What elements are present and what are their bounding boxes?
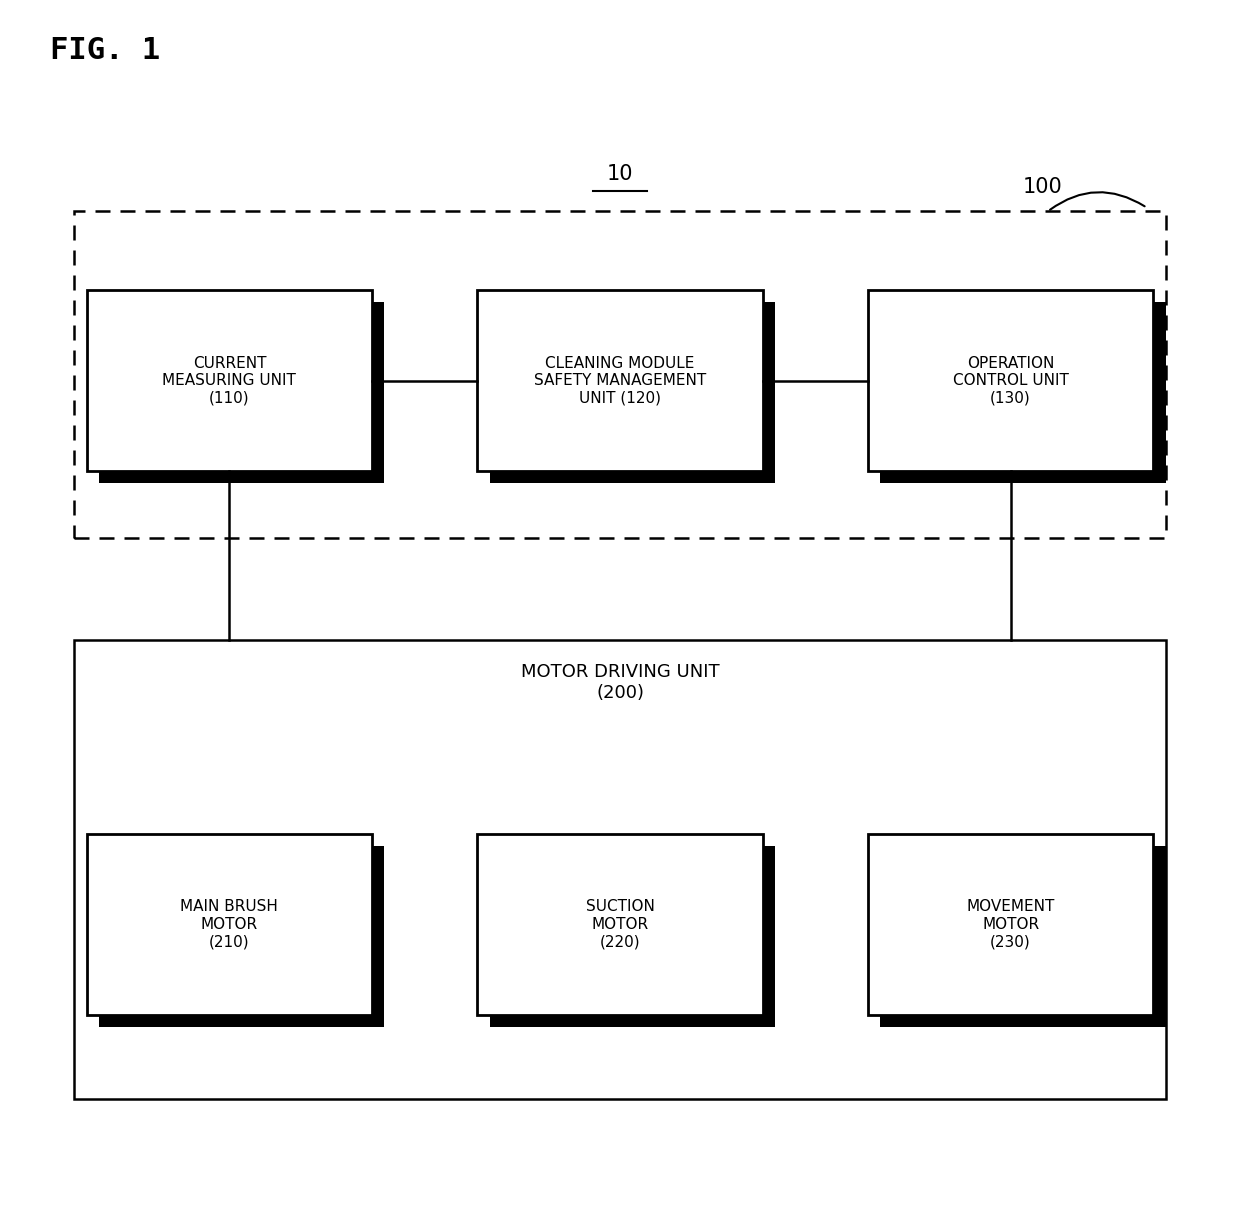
Bar	[99, 846, 384, 1027]
Bar	[868, 834, 1153, 1015]
FancyArrowPatch shape	[1050, 192, 1145, 210]
Bar	[490, 302, 775, 483]
Text: 10: 10	[606, 163, 634, 184]
Bar	[880, 846, 1166, 1027]
Text: MAIN BRUSH
MOTOR
(210): MAIN BRUSH MOTOR (210)	[181, 899, 278, 949]
Bar	[868, 290, 1153, 471]
Bar	[74, 211, 1166, 538]
Bar	[99, 302, 384, 483]
Bar	[880, 302, 1166, 483]
Bar	[490, 846, 775, 1027]
Text: MOVEMENT
MOTOR
(230): MOVEMENT MOTOR (230)	[966, 899, 1055, 949]
Bar	[74, 640, 1166, 1099]
Text: CURRENT
MEASURING UNIT
(110): CURRENT MEASURING UNIT (110)	[162, 355, 296, 406]
Text: FIG. 1: FIG. 1	[50, 36, 160, 65]
Text: OPERATION
CONTROL UNIT
(130): OPERATION CONTROL UNIT (130)	[952, 355, 1069, 406]
Text: 100: 100	[1023, 176, 1063, 197]
Bar	[87, 834, 372, 1015]
Bar	[87, 290, 372, 471]
Text: CLEANING MODULE
SAFETY MANAGEMENT
UNIT (120): CLEANING MODULE SAFETY MANAGEMENT UNIT (…	[534, 355, 706, 406]
Bar	[477, 290, 763, 471]
Text: SUCTION
MOTOR
(220): SUCTION MOTOR (220)	[585, 899, 655, 949]
Bar	[477, 834, 763, 1015]
Text: MOTOR DRIVING UNIT
(200): MOTOR DRIVING UNIT (200)	[521, 663, 719, 702]
